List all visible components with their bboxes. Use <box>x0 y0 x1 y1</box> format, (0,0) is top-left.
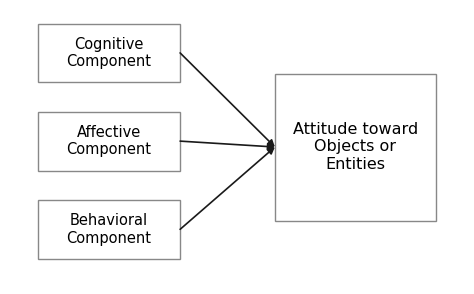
FancyBboxPatch shape <box>38 200 180 259</box>
FancyBboxPatch shape <box>38 112 180 171</box>
Text: Attitude toward
Objects or
Entities: Attitude toward Objects or Entities <box>293 122 418 172</box>
Text: Affective
Component: Affective Component <box>66 125 152 157</box>
FancyBboxPatch shape <box>38 24 180 82</box>
FancyBboxPatch shape <box>275 74 436 220</box>
Text: Behavioral
Component: Behavioral Component <box>66 213 152 245</box>
Text: Cognitive
Component: Cognitive Component <box>66 37 152 69</box>
